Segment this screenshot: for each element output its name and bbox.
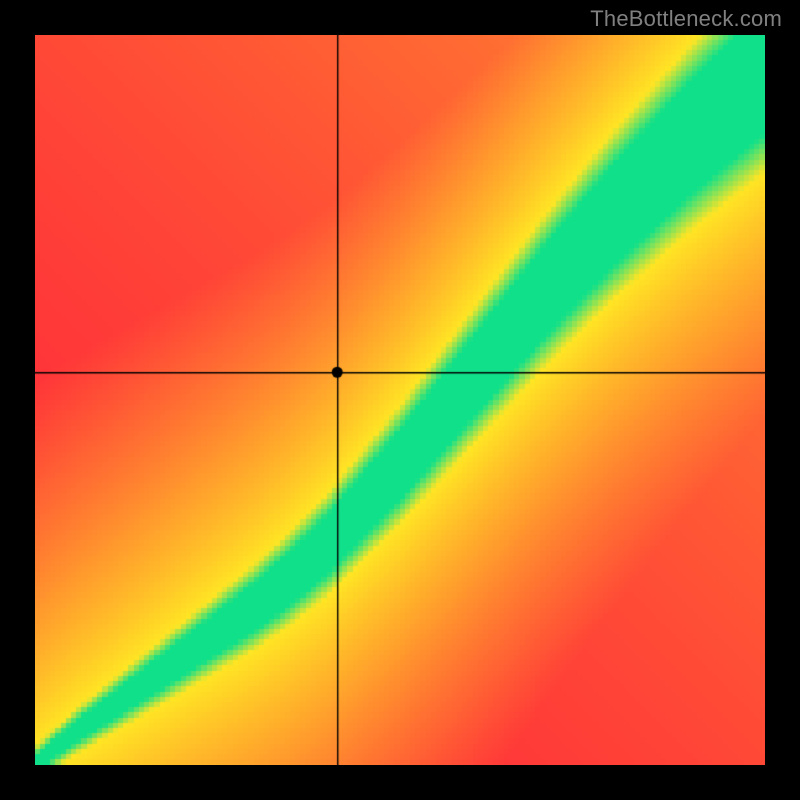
heatmap-canvas xyxy=(35,35,765,765)
chart-frame: TheBottleneck.com xyxy=(0,0,800,800)
watermark-label: TheBottleneck.com xyxy=(590,6,782,32)
plot-area xyxy=(35,35,765,765)
